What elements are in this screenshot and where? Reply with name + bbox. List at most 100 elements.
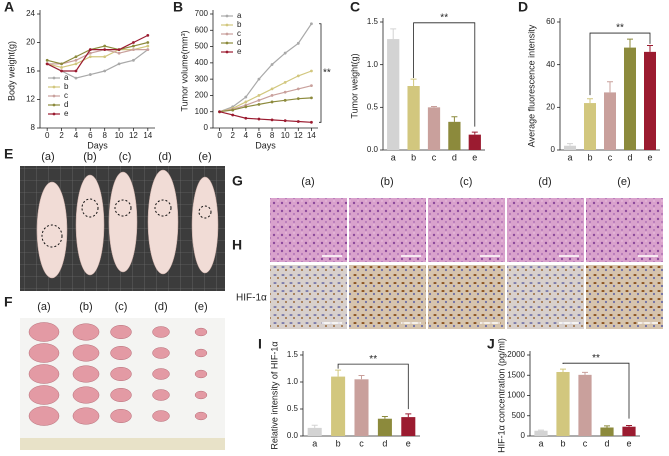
- point: [296, 87, 300, 91]
- tumors: [28, 322, 208, 426]
- tumor: [28, 343, 60, 363]
- y-axis-label: Tumor volume(mm³): [179, 30, 189, 111]
- panel-letter: J: [487, 336, 495, 352]
- y-tick-label: 0: [521, 431, 526, 440]
- point: [146, 41, 150, 44]
- x-tick-label: c: [359, 438, 364, 448]
- error-bar: [335, 369, 342, 377]
- error-bar: [647, 44, 653, 52]
- y-tick-label: 40: [546, 60, 555, 69]
- y-axis-label: Average fluorescence intensity: [526, 24, 536, 147]
- he-tile: [428, 198, 505, 262]
- x-tick-label: b: [336, 438, 341, 448]
- point: [244, 116, 248, 120]
- point: [132, 41, 135, 44]
- tumor: [110, 367, 132, 381]
- ruler: [20, 438, 225, 450]
- panel-letter: E: [4, 146, 13, 162]
- photo-label: (d): [538, 176, 551, 188]
- point: [270, 87, 274, 91]
- point: [257, 117, 261, 121]
- photo-label: (a): [41, 151, 54, 163]
- tumor: [110, 409, 132, 423]
- tumor: [72, 365, 100, 383]
- point: [310, 69, 313, 73]
- y-tick-label: 20: [546, 102, 555, 111]
- point: [244, 100, 248, 104]
- error-bar: [358, 375, 365, 380]
- photo-label: (e): [617, 176, 630, 188]
- error-bar: [381, 416, 388, 419]
- bar: [307, 427, 322, 436]
- tumor: [110, 388, 132, 402]
- point: [283, 51, 287, 55]
- legend-marker: [225, 50, 229, 54]
- y-tick-label: 1500: [507, 370, 525, 379]
- ihc-tile: [586, 265, 663, 329]
- point: [257, 77, 261, 81]
- x-tick-label: 6: [88, 131, 93, 140]
- error-bar: [410, 78, 417, 86]
- bar: [624, 47, 636, 150]
- error-bar: [587, 98, 593, 104]
- error-bar: [405, 413, 412, 418]
- error-bar: [607, 81, 613, 93]
- line: [46, 34, 149, 72]
- x-tick-label: e: [626, 438, 631, 448]
- bar: [354, 379, 369, 436]
- point: [132, 44, 135, 48]
- point: [231, 108, 235, 112]
- point: [283, 119, 287, 123]
- point: [117, 48, 121, 52]
- y-tick-label: 2000: [507, 350, 525, 359]
- y-tick-label: 0.5: [367, 102, 379, 111]
- bracket: [589, 32, 651, 96]
- bar: [578, 374, 592, 436]
- x-tick-label: 12: [129, 131, 138, 140]
- line: [219, 85, 312, 113]
- legend-label: e: [237, 47, 242, 56]
- y-axis-label: Body weight(g): [6, 41, 16, 101]
- x-tick-label: 10: [281, 131, 290, 140]
- bracket: [413, 22, 476, 127]
- x-tick-label: d: [627, 152, 632, 162]
- legend-label: b: [64, 82, 69, 91]
- bar: [644, 51, 656, 150]
- he-tile: [507, 198, 584, 262]
- x-tick-label: a: [567, 152, 572, 162]
- x-tick-label: d: [382, 438, 387, 448]
- annotation: **: [323, 68, 331, 79]
- ihc-tile: [349, 265, 426, 329]
- y-tick-label: 700: [195, 9, 209, 18]
- point: [270, 63, 274, 66]
- y-tick-label: 300: [195, 74, 209, 83]
- point: [103, 69, 107, 73]
- error-bar: [538, 429, 544, 431]
- legend-marker: [52, 85, 56, 89]
- point: [270, 100, 274, 104]
- legend-label: d: [237, 38, 241, 47]
- y-tick-label: 16: [26, 66, 35, 75]
- y-tick-label: 0: [204, 123, 209, 132]
- point: [310, 96, 313, 100]
- ihc-tile: [270, 265, 347, 329]
- annotation: **: [440, 12, 448, 23]
- bar: [331, 376, 346, 436]
- point: [74, 62, 78, 66]
- point: [103, 48, 107, 52]
- error-bar: [567, 143, 573, 146]
- legend-label: b: [237, 20, 242, 29]
- point: [88, 73, 92, 76]
- y-axis-label: HIF-1α concentration (pg/ml): [496, 338, 506, 453]
- x-tick-label: b: [560, 438, 565, 448]
- tumor: [72, 323, 100, 341]
- panel-letter: I: [258, 336, 262, 352]
- panel-letter: F: [4, 294, 13, 310]
- x-tick-label: b: [587, 152, 592, 162]
- y-tick-label: 200: [195, 91, 209, 100]
- error-bar: [390, 28, 397, 40]
- y-tick-label: 20: [26, 38, 35, 47]
- x-tick-label: a: [538, 438, 543, 448]
- x-tick-label: c: [432, 152, 437, 162]
